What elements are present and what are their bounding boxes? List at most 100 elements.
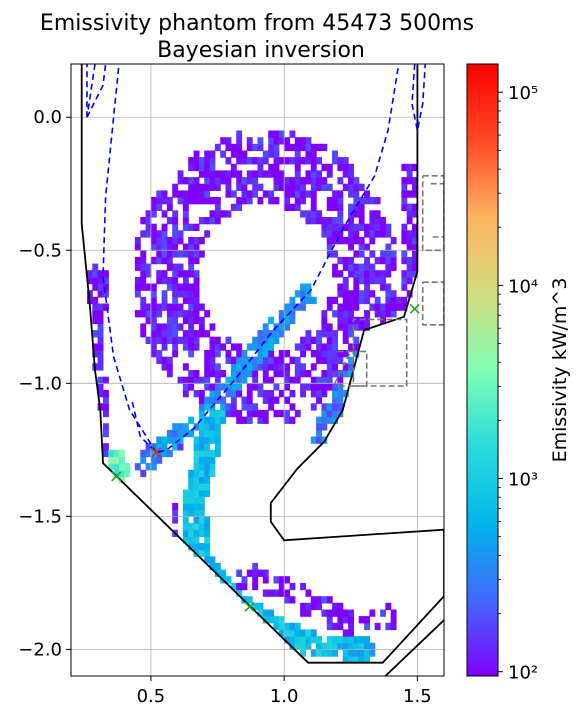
emission-cell — [182, 423, 189, 431]
emission-cell — [337, 270, 344, 278]
emission-cell — [193, 177, 200, 185]
emission-cell — [390, 263, 397, 271]
emission-cell — [326, 596, 333, 604]
emission-cell — [246, 596, 253, 604]
emission-cell — [198, 316, 205, 325]
emission-cell — [385, 263, 392, 271]
emission-cell — [150, 256, 157, 265]
emission-cell — [145, 336, 152, 344]
emission-cell — [177, 230, 184, 238]
emission-cell — [188, 496, 195, 504]
emission-cell — [326, 243, 333, 251]
emission-cell — [300, 157, 306, 165]
emission-cell — [353, 303, 360, 311]
emission-cell — [316, 396, 322, 404]
emission-cell — [134, 290, 141, 298]
emission-cell — [182, 223, 189, 231]
emission-cell — [321, 163, 328, 172]
emission-cell — [310, 197, 317, 205]
emission-cell — [401, 177, 408, 185]
emission-cell — [278, 350, 285, 358]
emission-cell — [353, 223, 360, 231]
emission-cell — [188, 237, 195, 245]
emission-cell — [209, 170, 216, 178]
emission-cell — [177, 263, 184, 271]
emission-cell — [412, 203, 418, 211]
emission-cell — [145, 303, 152, 311]
emission-cell — [252, 562, 259, 571]
emission-cell — [246, 403, 253, 411]
emission-cell — [294, 290, 301, 298]
emission-cell — [92, 350, 99, 358]
emission-cell — [204, 370, 211, 378]
emission-cell — [220, 170, 227, 178]
emission-cell — [145, 217, 152, 225]
emission-cell — [119, 476, 125, 484]
emission-cell — [182, 316, 189, 325]
emission-cell — [380, 217, 386, 225]
emission-cell — [310, 210, 317, 218]
emission-cell — [236, 170, 243, 178]
emission-cell — [161, 223, 168, 231]
emission-cell — [364, 243, 370, 251]
emission-cell — [262, 190, 269, 198]
emission-cell — [246, 143, 253, 152]
emission-cell — [348, 636, 354, 644]
emission-cell — [209, 423, 216, 431]
emission-cell — [284, 183, 290, 191]
emission-cell — [262, 370, 269, 378]
colorbar-tick-label: 10³ — [508, 470, 538, 491]
emission-cell — [342, 370, 349, 378]
emission-cell — [188, 197, 195, 205]
emission-cell — [214, 423, 221, 431]
emission-cell — [103, 409, 109, 418]
emission-cell — [172, 296, 179, 305]
emission-cell — [150, 296, 157, 305]
emission-cell — [166, 330, 173, 338]
emission-cell — [337, 290, 344, 298]
emission-cell — [284, 303, 290, 311]
emission-cell — [204, 230, 211, 238]
emission-cell — [326, 197, 333, 205]
emission-cell — [161, 237, 168, 245]
emission-cell — [182, 390, 189, 398]
emission-cell — [305, 217, 312, 225]
emission-cell — [214, 416, 221, 424]
emission-cell — [300, 390, 306, 398]
emission-cell — [252, 383, 259, 391]
emission-cell — [156, 336, 163, 344]
emission-cell — [332, 622, 338, 631]
emission-cell — [225, 409, 232, 418]
outer-wall-line — [384, 619, 444, 676]
emission-cell — [241, 157, 248, 165]
emission-cell — [236, 356, 243, 364]
emission-cell — [401, 237, 408, 245]
emission-cell — [193, 303, 200, 311]
emission-cell — [305, 157, 312, 165]
emission-cell — [209, 210, 216, 218]
emission-cell — [268, 190, 275, 198]
emission-cell — [193, 443, 200, 451]
emission-cell — [380, 256, 386, 265]
emission-cell — [401, 296, 408, 305]
emission-cell — [406, 177, 413, 185]
emission-cell — [300, 190, 306, 198]
emission-cell — [193, 483, 200, 491]
emission-cell — [97, 303, 104, 311]
emission-cell — [337, 602, 344, 611]
emission-cell — [289, 403, 296, 411]
emission-cell — [294, 177, 301, 185]
emission-cell — [257, 609, 264, 617]
emission-cell — [385, 230, 392, 238]
emission-cell — [262, 396, 269, 404]
emission-cell — [268, 197, 275, 205]
emission-cell — [236, 130, 243, 138]
emission-cell — [326, 350, 333, 358]
emission-cell — [257, 143, 264, 152]
emission-cell — [310, 217, 317, 225]
emission-cell — [193, 190, 200, 198]
emission-cell — [326, 383, 333, 391]
emission-cell — [348, 616, 354, 624]
emission-cell — [204, 556, 211, 564]
emission-cell — [134, 463, 141, 471]
